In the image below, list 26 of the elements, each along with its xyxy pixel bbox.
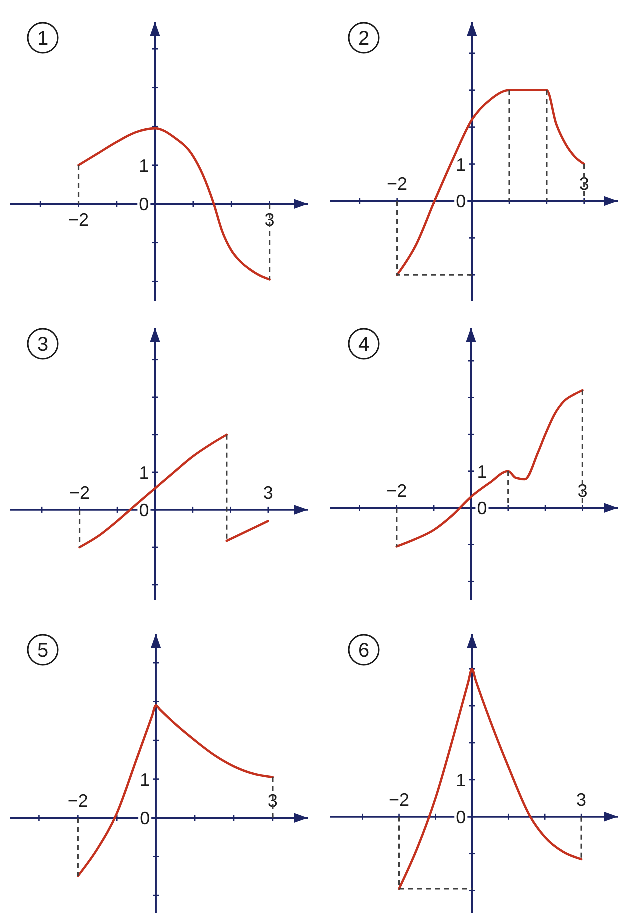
x-tick-label: −2 (68, 791, 88, 812)
y-tick-label: 0 (140, 808, 150, 829)
chart-title: 2 (358, 28, 370, 50)
x-tick-label: 3 (576, 790, 587, 810)
y-tick-label: 1 (456, 770, 466, 790)
y-tick-label: 0 (456, 192, 466, 212)
y-tick-label: 1 (140, 770, 150, 790)
y-tick-label: 0 (139, 500, 150, 520)
y-tick-label: 0 (456, 807, 466, 828)
chart-title: 1 (37, 28, 49, 50)
x-tick-label: −2 (386, 481, 408, 502)
chart-title: 3 (37, 334, 49, 356)
chart-title: 4 (358, 334, 370, 356)
y-tick-label: 0 (139, 194, 150, 215)
x-tick-label: 3 (268, 791, 278, 812)
x-tick-label: −2 (387, 174, 408, 194)
x-tick-label: −2 (68, 210, 90, 230)
x-tick-label: −2 (389, 790, 410, 810)
x-tick-label: −2 (70, 482, 90, 503)
y-tick-label: 0 (477, 498, 488, 519)
chart-title: 6 (358, 640, 370, 662)
x-tick-label: 3 (263, 482, 274, 503)
y-tick-label: 1 (456, 154, 466, 175)
chart-title: 5 (37, 640, 49, 662)
y-tick-label: 1 (139, 156, 150, 176)
y-tick-label: 1 (139, 462, 150, 483)
